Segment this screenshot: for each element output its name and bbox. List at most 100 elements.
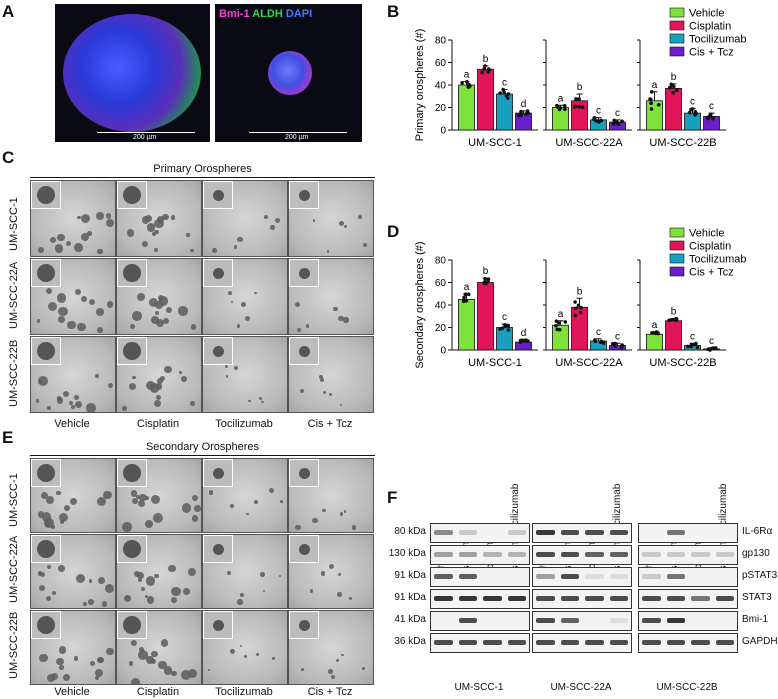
orosphere-dot — [164, 365, 172, 374]
zoom-inset — [31, 535, 61, 563]
data-point — [577, 105, 581, 109]
orosphere-dot — [186, 233, 190, 237]
molecular-weight-label: 80 kDa — [394, 526, 426, 537]
data-point — [563, 320, 568, 324]
orosphere-dot — [153, 400, 161, 408]
orosphere-dot — [131, 639, 138, 646]
blot-strip — [430, 589, 530, 609]
zoom-inset — [289, 259, 319, 287]
orosphere-dot — [87, 231, 92, 236]
bar — [496, 93, 513, 131]
significance-letter: b — [671, 72, 677, 83]
orosphere-dot — [234, 365, 239, 370]
data-point — [500, 326, 505, 330]
orosphere-dot — [183, 588, 191, 595]
orosphere-dot — [162, 213, 169, 221]
stain-bmi1: Bmi-1 — [219, 8, 250, 20]
panel-letter-b: B — [387, 2, 400, 21]
orosphere-dot — [153, 229, 159, 235]
orosphere-dot — [68, 400, 73, 405]
protein-band — [691, 596, 710, 601]
micrograph-tile — [288, 336, 374, 413]
orosphere-dot — [89, 299, 96, 306]
significance-letter: c — [709, 336, 714, 347]
orosphere-dot — [154, 573, 159, 579]
orosphere-dot — [63, 504, 71, 511]
blot-strip — [532, 611, 632, 631]
orosphere-dot — [236, 324, 241, 328]
orosphere-dot — [57, 316, 65, 324]
data-point — [466, 85, 471, 89]
zoom-inset — [117, 337, 147, 365]
data-point — [518, 340, 523, 345]
orosphere-dot — [80, 213, 90, 223]
orosphere-dot — [42, 512, 52, 522]
protein-band — [609, 618, 628, 623]
blot-strip — [638, 589, 738, 609]
bar — [458, 84, 475, 131]
chart-secondary-orospheres: Secondary orospheres (#) 0 20 40 60 80 a b c d UM-… — [414, 228, 746, 370]
orosphere-dot — [88, 598, 94, 605]
data-point — [573, 313, 578, 318]
scalebar-line — [97, 132, 195, 133]
data-point — [686, 344, 690, 349]
orosphere-dot — [73, 395, 79, 401]
bar — [496, 327, 513, 351]
orosphere-dot — [246, 512, 249, 516]
data-point — [612, 343, 617, 347]
orosphere-dot — [86, 403, 96, 412]
orosphere-dot — [162, 317, 169, 324]
column-label: Cis + Tcz — [307, 418, 353, 430]
zoom-inset — [31, 259, 61, 287]
column-label: Tocilizumab — [215, 686, 273, 698]
orosphere-dot — [37, 511, 45, 518]
orosphere-dot — [137, 572, 144, 580]
orosphere-dot — [46, 288, 53, 294]
data-point — [648, 97, 652, 101]
bar — [477, 68, 494, 131]
orosphere-dot — [312, 517, 319, 524]
orosphere-dot — [39, 653, 48, 663]
data-point — [675, 88, 679, 93]
orosphere-dot — [150, 494, 160, 504]
orosphere-dot — [340, 512, 344, 516]
panel-e-rule — [30, 455, 375, 456]
scalebar-label: 200 µm — [133, 134, 157, 141]
bar — [458, 298, 475, 351]
orosphere-dot — [328, 668, 334, 674]
orosphere-dot — [344, 225, 348, 229]
orosphere-zoom — [37, 186, 55, 204]
data-point — [667, 318, 671, 323]
micrograph-tile — [116, 336, 202, 413]
protein-label: IL-6Rα — [742, 526, 773, 537]
orosphere-dot — [35, 399, 40, 403]
significance-letter: c — [690, 331, 695, 342]
orosphere-dot — [57, 233, 65, 242]
protein-band — [609, 530, 628, 535]
blot-strip — [532, 567, 632, 587]
orosphere-dot — [104, 584, 114, 594]
orosphere-dot — [148, 297, 158, 307]
orosphere-dot — [140, 586, 145, 591]
orosphere-dot — [155, 382, 163, 390]
panel-e-title: Secondary Orospheres — [145, 441, 260, 453]
orosphere-dot — [171, 587, 181, 597]
protein-band — [715, 640, 734, 645]
data-point — [554, 323, 558, 328]
micrograph-tile — [288, 258, 374, 335]
orosphere-dot — [59, 646, 67, 654]
data-point — [556, 105, 560, 109]
orosphere-dot — [269, 488, 275, 494]
orosphere-dot — [146, 656, 155, 665]
orosphere-dot — [105, 218, 115, 228]
orosphere-dot — [361, 666, 365, 670]
micrograph-tile — [202, 610, 288, 685]
orosphere-dot — [296, 327, 301, 332]
orosphere-zoom — [37, 464, 55, 482]
legend-label: Cis + Tcz — [689, 267, 734, 279]
data-point — [649, 101, 653, 106]
y-axis-label: Primary orospheres (#) — [414, 29, 426, 141]
orosphere-dot — [259, 397, 263, 401]
data-point — [480, 70, 484, 75]
protein-band — [536, 552, 555, 557]
